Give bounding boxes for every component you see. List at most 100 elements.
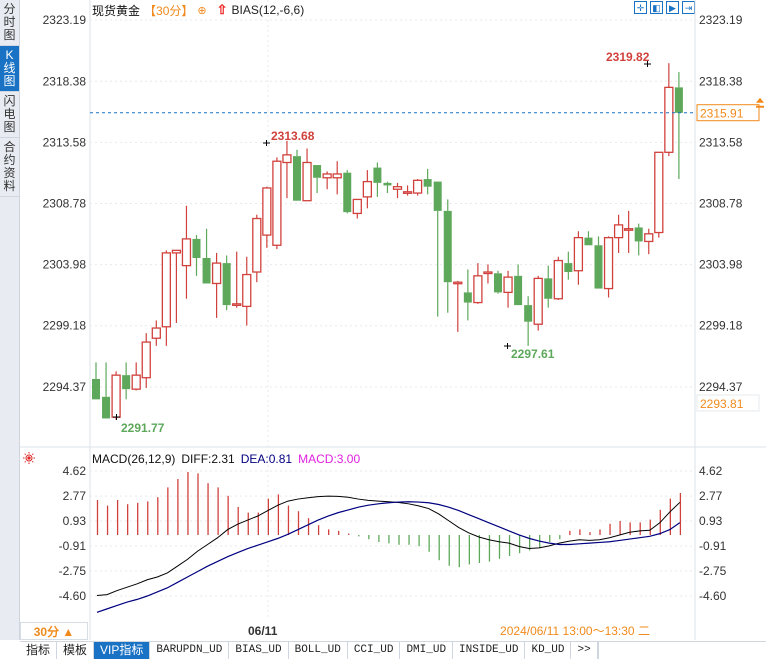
- svg-text:-4.60: -4.60: [59, 589, 87, 603]
- candle: [423, 168, 432, 195]
- candle: [141, 333, 151, 388]
- tab-inside[interactable]: INSIDE_UD: [453, 642, 526, 659]
- macd-grid: [90, 470, 695, 597]
- candle: [453, 280, 463, 332]
- time-axis-bar: 30分 ▲ 06/11 2024/06/11 13:00～13:30 二: [20, 622, 766, 640]
- macd-header: MACD(26,12,9) DIFF:2.31 DEA:0.81 MACD:3.…: [92, 452, 360, 466]
- chart-canvas[interactable]: 2323.19 2318.38 2313.58 2308.78 2303.98 2299.…: [0, 0, 766, 640]
- candle: [383, 181, 392, 194]
- dea-line: [96, 501, 681, 613]
- svg-text:2293.81: 2293.81: [700, 397, 744, 411]
- tab-kline[interactable]: K线图: [0, 46, 19, 92]
- candle: [483, 264, 493, 284]
- tab-boll[interactable]: BOLL_UD: [289, 642, 348, 659]
- candle: [232, 251, 242, 308]
- candle: [332, 161, 342, 195]
- tab-dmi[interactable]: DMI_UD: [400, 642, 454, 659]
- tab-bias[interactable]: BIAS_UD: [229, 642, 289, 659]
- macd-dea-value: DEA:0.81: [240, 452, 293, 466]
- low-annotation-1: 2291.77: [121, 421, 165, 435]
- macd-title: MACD(26,12,9): [92, 452, 176, 466]
- candle: [494, 270, 502, 294]
- svg-text:2294.37: 2294.37: [43, 380, 87, 394]
- candle: [524, 296, 533, 346]
- up-arrow-icon[interactable]: ⇧: [216, 2, 228, 17]
- zoom-out-icon[interactable]: ▶: [666, 1, 679, 14]
- candle: [102, 362, 111, 419]
- cursor-datetime: 2024/06/11 13:00～13:30 二: [490, 622, 660, 640]
- svg-text:2294.37: 2294.37: [699, 380, 743, 394]
- candle: [443, 199, 452, 313]
- candle: [402, 185, 413, 196]
- svg-text:2315.91: 2315.91: [700, 107, 744, 121]
- candle: [161, 250, 172, 346]
- settings-sun-icon[interactable]: [23, 452, 35, 464]
- svg-text:-0.91: -0.91: [699, 539, 727, 553]
- svg-text:-2.75: -2.75: [699, 564, 727, 578]
- svg-text:2323.19: 2323.19: [43, 13, 87, 27]
- svg-text:-4.60: -4.60: [699, 589, 727, 603]
- candle: [122, 362, 131, 400]
- candle: [192, 235, 201, 276]
- candle: [634, 223, 643, 256]
- candle: [613, 214, 624, 253]
- indicator-tabs: 指标 模板 VIP指标 BARUPDN_UD BIAS_UD BOLL_UD C…: [20, 641, 766, 659]
- tab-contract-info[interactable]: 合约资料: [0, 138, 19, 197]
- candle: [151, 320, 161, 346]
- candle: [573, 231, 584, 285]
- candle: [352, 198, 362, 219]
- candle: [302, 148, 312, 202]
- tab-cci[interactable]: CCI_UD: [348, 642, 401, 659]
- view-tabs: 分时图 K线图 闪电图 合约资料: [0, 0, 20, 640]
- svg-text:4.62: 4.62: [699, 464, 723, 478]
- candle: [433, 181, 442, 317]
- svg-text:-2.75: -2.75: [59, 564, 87, 578]
- tab-kd[interactable]: KD_UD: [525, 642, 572, 659]
- cursor-price-label: 2293.81: [696, 394, 760, 412]
- price-axis-right: 2323.19 2318.38 2313.58 2308.78 2303.98 2299.…: [699, 13, 743, 394]
- candle: [313, 165, 322, 194]
- svg-text:2318.38: 2318.38: [43, 74, 87, 88]
- candle: [644, 228, 654, 255]
- more-tabs-button[interactable]: >>: [571, 642, 598, 659]
- svg-text:2.77: 2.77: [699, 489, 723, 503]
- candle: [463, 269, 472, 321]
- crosshair-icon[interactable]: ✛: [634, 1, 647, 14]
- candlesticks: [92, 63, 683, 420]
- tab-templates[interactable]: 模板: [57, 642, 95, 659]
- svg-text:2313.58: 2313.58: [43, 135, 87, 149]
- tab-flash-chart[interactable]: 闪电图: [0, 92, 19, 138]
- candle: [392, 182, 403, 199]
- candle: [564, 251, 573, 280]
- price-axis-left: 2323.19 2318.38 2313.58 2308.78 2303.98 2299.…: [43, 13, 87, 394]
- svg-text:2323.19: 2323.19: [699, 13, 743, 27]
- candle: [654, 151, 664, 238]
- date-tick: 06/11: [248, 624, 278, 638]
- candle: [664, 63, 674, 157]
- candle: [272, 157, 282, 250]
- candle: [373, 162, 382, 197]
- macd-diff-value: DIFF:2.31: [181, 452, 235, 466]
- tab-time-sharing[interactable]: 分时图: [0, 0, 19, 46]
- candle: [514, 264, 523, 306]
- candle: [202, 228, 211, 284]
- period-tag[interactable]: 【30分】: [144, 3, 194, 18]
- candle: [362, 170, 373, 209]
- tab-indicators[interactable]: 指标: [20, 642, 58, 659]
- candle: [322, 171, 332, 190]
- chart-toolbar: ✛ ◧ ▶ ⇥: [634, 1, 695, 14]
- svg-text:2.77: 2.77: [63, 489, 87, 503]
- candle: [92, 362, 100, 400]
- zoom-in-icon[interactable]: ◧: [650, 1, 663, 14]
- candle: [674, 72, 683, 180]
- period-selector[interactable]: 30分 ▲: [20, 622, 88, 640]
- macd-histogram: [96, 472, 682, 568]
- svg-text:0.93: 0.93: [699, 514, 723, 528]
- tab-barupdn[interactable]: BARUPDN_UD: [150, 642, 230, 659]
- candle: [533, 275, 543, 331]
- tab-vip-indicators[interactable]: VIP指标: [94, 642, 151, 659]
- macd-axis-right: 4.62 2.77 0.93 -0.91 -2.75 -4.60: [699, 464, 727, 603]
- add-icon[interactable]: ⊕: [197, 4, 207, 17]
- diff-line: [96, 495, 681, 596]
- svg-text:2303.98: 2303.98: [699, 258, 743, 272]
